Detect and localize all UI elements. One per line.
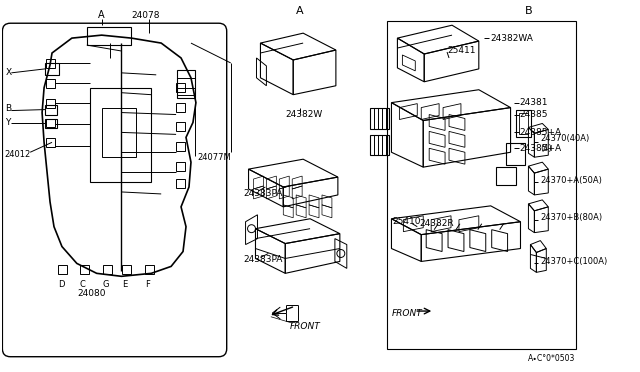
Bar: [80, 265, 89, 274]
Bar: [176, 142, 185, 151]
Text: Y: Y: [5, 118, 11, 127]
Text: 25411: 25411: [447, 45, 476, 55]
Bar: [370, 108, 390, 129]
Bar: [495, 167, 516, 185]
Text: 24370+A(50A): 24370+A(50A): [540, 176, 602, 185]
Text: 24385: 24385: [520, 110, 548, 119]
Bar: [46, 59, 55, 68]
Bar: [177, 70, 195, 98]
Bar: [45, 105, 57, 115]
Bar: [516, 110, 531, 137]
Bar: [87, 27, 131, 45]
Text: 24382R: 24382R: [419, 219, 454, 228]
Text: 24385+A: 24385+A: [520, 128, 562, 137]
Text: 24383PA: 24383PA: [244, 189, 283, 198]
Text: 24381: 24381: [520, 98, 548, 107]
Text: (4): (4): [540, 144, 552, 153]
Bar: [518, 113, 529, 134]
Bar: [46, 79, 55, 88]
Bar: [90, 88, 151, 182]
Text: 24370+C(100A): 24370+C(100A): [540, 257, 607, 266]
Text: 24385+A: 24385+A: [520, 144, 562, 153]
Bar: [387, 21, 576, 349]
Bar: [145, 265, 154, 274]
Text: A: A: [296, 6, 304, 16]
Text: A∙C°0*0503: A∙C°0*0503: [529, 354, 576, 363]
Text: 24383PA: 24383PA: [244, 255, 283, 264]
Text: 24012: 24012: [4, 150, 31, 159]
Text: E: E: [122, 280, 128, 289]
Bar: [506, 143, 525, 165]
Text: 24370(40A): 24370(40A): [540, 134, 589, 143]
Text: 24078: 24078: [131, 11, 160, 20]
Text: A: A: [99, 10, 105, 20]
Text: C: C: [80, 280, 86, 289]
Bar: [176, 179, 185, 188]
Bar: [176, 122, 185, 131]
Text: X: X: [5, 68, 12, 77]
Bar: [176, 83, 185, 92]
Text: 24080: 24080: [77, 289, 106, 298]
Bar: [122, 265, 131, 274]
Text: 24382WA: 24382WA: [491, 33, 534, 43]
Bar: [46, 138, 55, 147]
Text: 24382W: 24382W: [285, 110, 323, 119]
Text: F: F: [145, 280, 150, 289]
Text: B: B: [5, 104, 12, 113]
Bar: [102, 265, 111, 274]
Text: B: B: [525, 6, 532, 16]
Text: 25410: 25410: [392, 217, 421, 226]
Text: FRONT: FRONT: [392, 308, 422, 318]
Bar: [45, 119, 57, 128]
Text: FRONT: FRONT: [290, 323, 321, 331]
Text: G: G: [102, 280, 109, 289]
Bar: [102, 108, 136, 157]
Bar: [46, 119, 55, 128]
Text: 24077M: 24077M: [197, 153, 230, 162]
Bar: [58, 265, 67, 274]
Bar: [176, 162, 185, 171]
Bar: [370, 135, 390, 155]
Bar: [45, 63, 59, 75]
Bar: [176, 103, 185, 112]
Bar: [46, 99, 55, 108]
Text: 24370+B(80A): 24370+B(80A): [540, 213, 602, 222]
Text: D: D: [58, 280, 65, 289]
